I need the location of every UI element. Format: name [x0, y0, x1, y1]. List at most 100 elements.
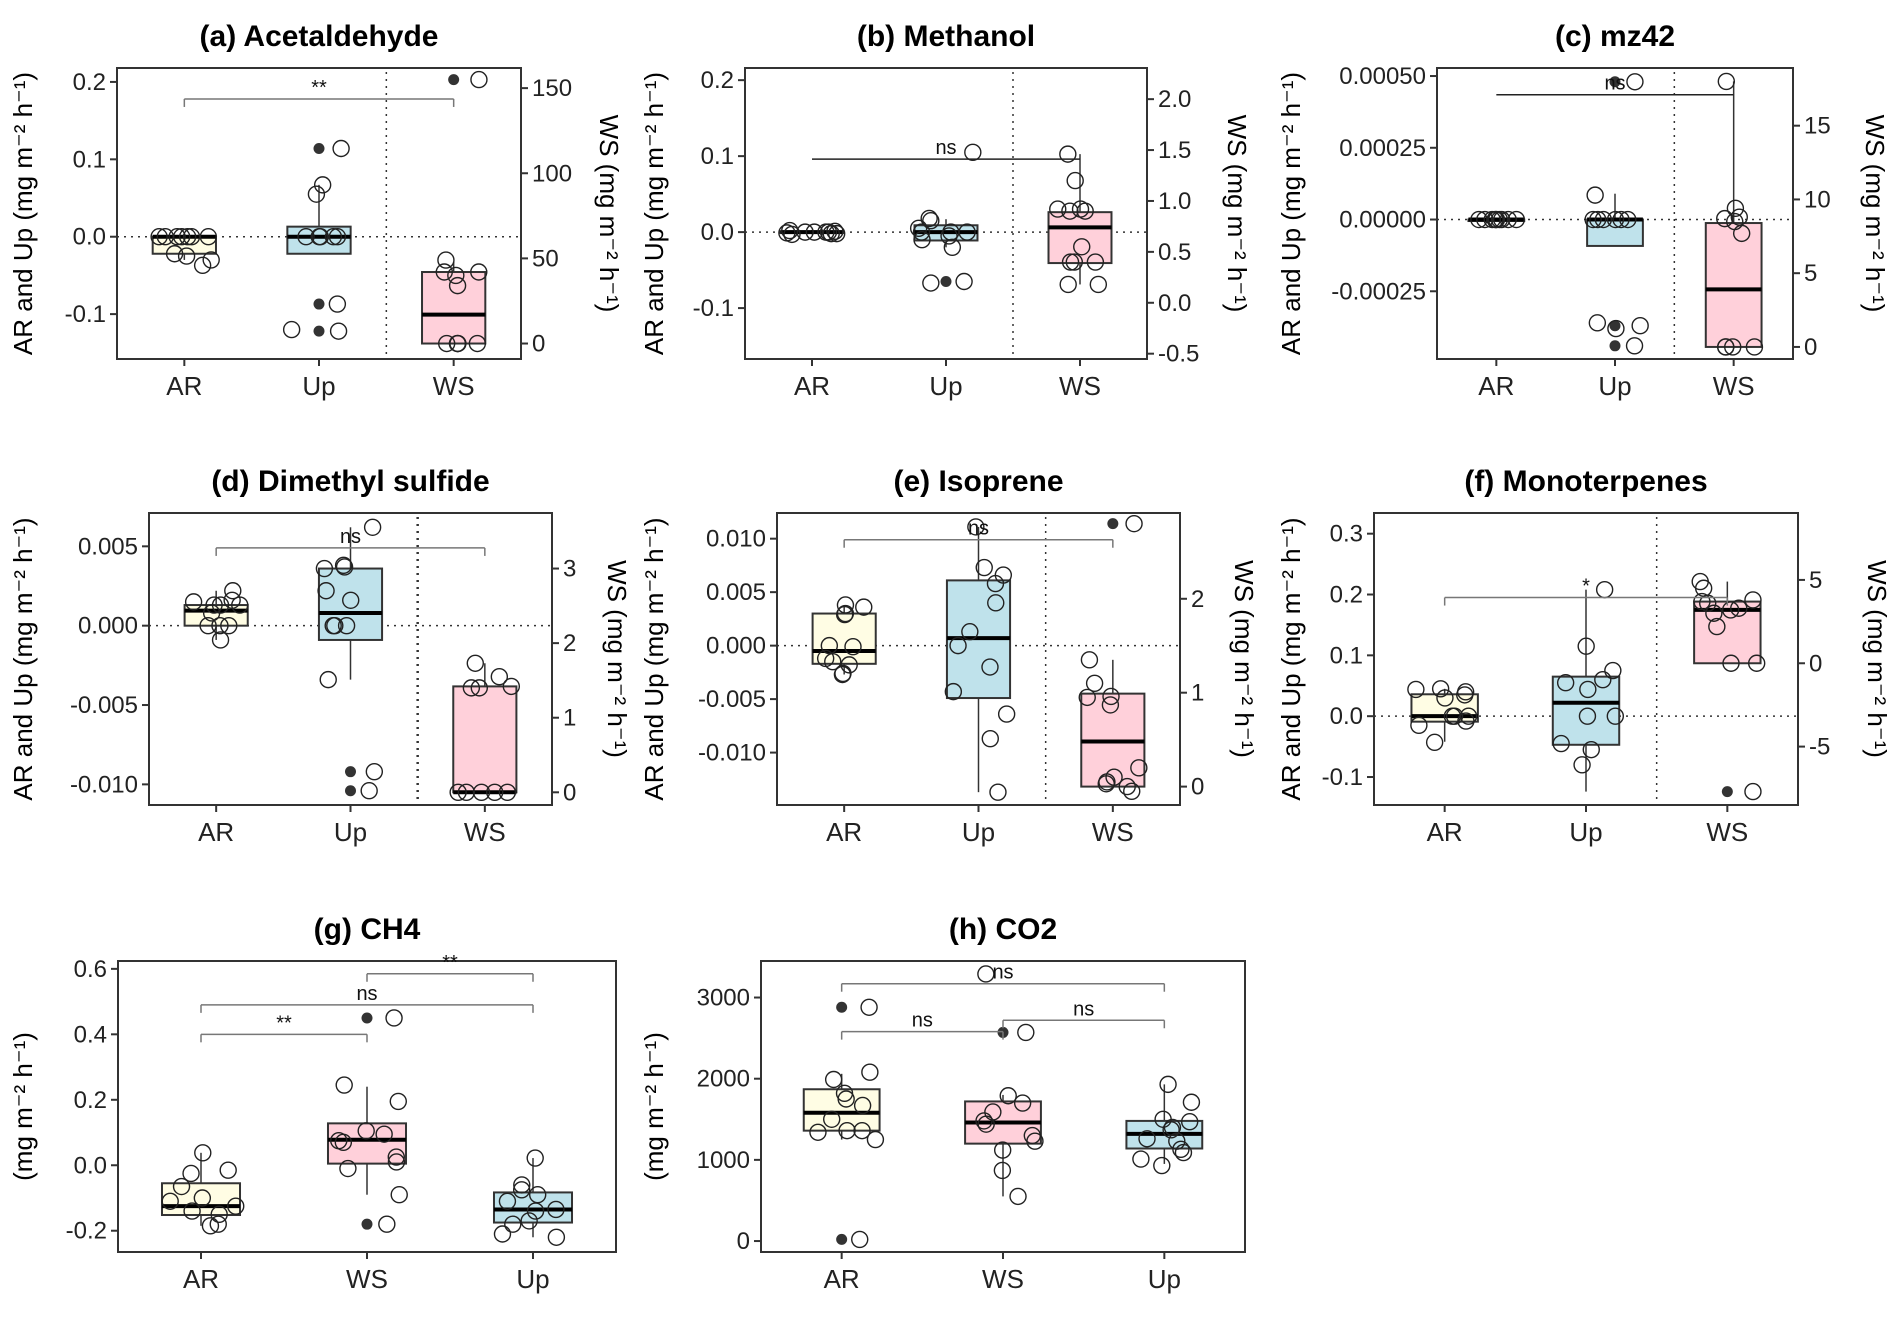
data-point	[1577, 637, 1595, 655]
box-group-AR	[150, 228, 220, 275]
panel-title: (b) Methanol	[857, 20, 1035, 53]
panel-g: (g) CH4 -0.2 0.0 0.2 0.4 0.6 (mg m⁻² h⁻¹) AR WS U…	[8, 913, 617, 1294]
data-point	[1180, 1113, 1199, 1131]
data-point	[199, 228, 218, 246]
data-point	[1606, 707, 1625, 725]
data-point	[922, 274, 940, 292]
x-tick-label: AR	[1478, 371, 1514, 401]
data-point	[823, 1110, 841, 1128]
y-axis-label: AR and Up (mg m⁻² h⁻¹)	[8, 517, 38, 800]
x-tick-label: AR	[794, 371, 830, 401]
x-tick-label: Up	[1598, 371, 1631, 401]
significance-label: ns	[340, 526, 361, 548]
y-tick-label: 0.2	[74, 1087, 107, 1114]
data-point	[498, 783, 517, 802]
data-point	[1726, 199, 1745, 217]
outlier-point	[313, 325, 325, 337]
data-point	[1607, 319, 1625, 338]
y-tick-label: 0.1	[1330, 642, 1363, 669]
data-point	[210, 1205, 228, 1224]
data-point	[1059, 275, 1077, 294]
significance-label: ns	[1604, 73, 1625, 95]
data-point	[513, 1176, 531, 1194]
data-point	[851, 1230, 869, 1249]
data-point	[1061, 253, 1080, 271]
x-tick-label: WS	[464, 817, 506, 847]
data-point	[993, 1161, 1012, 1180]
y2-tick-label: 5	[1809, 567, 1822, 594]
y-tick-label: 0.0	[73, 224, 106, 251]
data-point	[194, 1144, 212, 1162]
y-tick-label: 0.2	[701, 67, 734, 94]
data-point	[866, 1130, 885, 1149]
data-point	[1722, 654, 1740, 672]
data-point	[1724, 338, 1742, 356]
y-tick-label: 0.2	[73, 69, 106, 96]
x-tick-label: WS	[1706, 817, 1748, 847]
data-point	[1745, 338, 1764, 356]
box-group-WS	[449, 654, 521, 802]
data-point	[989, 783, 1007, 801]
box-ws	[452, 685, 518, 794]
data-point	[1101, 696, 1120, 714]
panel-title: (e) Isoprene	[893, 465, 1063, 498]
box-ws	[421, 271, 487, 345]
y-tick-label: -0.2	[66, 1218, 107, 1245]
data-point	[227, 1197, 245, 1215]
y-tick-label: 0.005	[706, 579, 766, 606]
data-point	[1699, 594, 1717, 612]
panel-title: (d) Dimethyl sulfide	[211, 465, 489, 498]
data-point	[1717, 72, 1736, 91]
data-point	[466, 654, 484, 672]
data-point	[1594, 670, 1612, 689]
y-tick-label: 0.0	[1330, 703, 1363, 730]
box-group-AR	[1467, 210, 1526, 229]
data-point	[1579, 680, 1597, 699]
data-point	[211, 616, 229, 635]
x-tick-label: AR	[166, 371, 202, 401]
panel-title: (c) mz42	[1555, 20, 1675, 53]
box-group-AR	[811, 596, 877, 684]
y-axis-label: (mg m⁻² h⁻¹)	[639, 1032, 669, 1181]
data-point	[387, 1148, 405, 1166]
y-tick-label: 0.000	[78, 613, 138, 640]
panel-d: (d) Dimethyl sulfide -0.010 -0.005 0.000 0.0…	[8, 465, 632, 847]
data-point	[1589, 210, 1607, 229]
data-point	[337, 616, 356, 635]
data-point	[1013, 1094, 1032, 1112]
data-point	[161, 1192, 179, 1210]
data-point	[958, 223, 976, 241]
x-tick-label: AR	[198, 817, 234, 847]
y-tick-label: -0.005	[70, 692, 138, 719]
box-group-AR	[802, 998, 885, 1249]
data-point	[1059, 145, 1077, 163]
data-point	[1487, 210, 1505, 229]
data-point	[940, 227, 958, 245]
data-point	[219, 1161, 237, 1179]
data-point	[193, 1189, 212, 1207]
data-point	[1073, 238, 1091, 256]
data-point	[435, 263, 453, 281]
panel-title: (f) Monoterpenes	[1464, 465, 1707, 498]
x-tick-label: WS	[1713, 371, 1755, 401]
panel-title: (g) CH4	[314, 913, 421, 946]
y-tick-label: 0.00050	[1339, 63, 1426, 90]
y-tick-label: -0.010	[698, 740, 766, 767]
data-point	[328, 295, 347, 313]
data-point	[1595, 580, 1614, 599]
data-point	[387, 1153, 406, 1171]
data-point	[1431, 680, 1450, 698]
data-point	[470, 70, 488, 89]
y-tick-label: 0.1	[73, 146, 106, 173]
data-point	[335, 558, 354, 576]
data-point	[955, 272, 973, 291]
outlier-point	[940, 276, 952, 288]
data-point	[824, 652, 842, 671]
data-point	[156, 228, 174, 246]
data-point	[920, 209, 938, 228]
y2-tick-label: 0	[1191, 774, 1204, 801]
data-point	[809, 1123, 827, 1141]
data-point	[1586, 186, 1604, 204]
data-point	[1604, 661, 1622, 680]
data-point	[855, 598, 873, 616]
